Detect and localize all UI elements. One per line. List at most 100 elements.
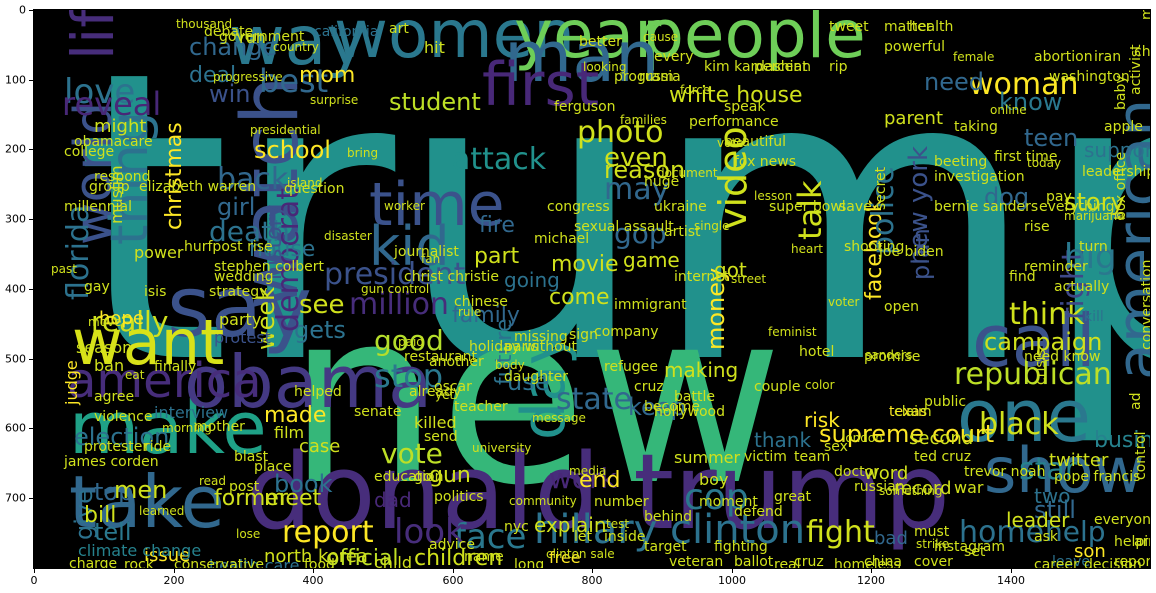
word-cloud-word: ask bbox=[1034, 529, 1058, 545]
word-cloud-word: state bbox=[556, 382, 632, 417]
word-cloud-word: mom bbox=[299, 63, 356, 88]
word-cloud-word: ballot bbox=[734, 554, 774, 568]
word-cloud-word: tweet bbox=[829, 19, 869, 35]
word-cloud-word: russian bbox=[854, 479, 905, 495]
word-cloud-word: sex bbox=[824, 439, 848, 455]
word-cloud-word: dog bbox=[984, 183, 1030, 211]
word-cloud-word: reminder bbox=[1024, 259, 1088, 275]
word-cloud-word: james corden bbox=[64, 454, 159, 470]
word-cloud-word: blast bbox=[234, 449, 269, 465]
word-cloud-word: going bbox=[504, 268, 560, 292]
word-cloud-word: elizabeth warren bbox=[139, 179, 257, 195]
word-cloud-word: cop bbox=[684, 477, 749, 518]
word-cloud-word: part bbox=[474, 244, 520, 269]
x-tick-mark bbox=[732, 569, 733, 573]
word-cloud-word: way bbox=[229, 10, 367, 81]
word-cloud-word: internet bbox=[674, 269, 730, 285]
word-cloud-word: politics bbox=[434, 489, 484, 505]
word-cloud-word: nyc bbox=[504, 519, 529, 535]
word-cloud-word: everything bbox=[1039, 199, 1115, 215]
word-cloud-word: iran bbox=[1094, 49, 1122, 65]
word-cloud-word: attack bbox=[452, 142, 547, 177]
word-cloud-word: keep bbox=[628, 393, 686, 421]
word-cloud-word: kid bbox=[369, 215, 450, 278]
word-cloud-word: gets bbox=[294, 316, 346, 344]
word-cloud-word: ride bbox=[144, 439, 172, 455]
x-tick-label: 1000 bbox=[718, 574, 746, 587]
word-cloud-word: inside bbox=[604, 529, 646, 545]
word-cloud-word: cruz bbox=[634, 379, 664, 395]
word-cloud-word: season bbox=[76, 338, 133, 357]
word-cloud-word: president bbox=[324, 257, 466, 292]
word-cloud-word: gun bbox=[429, 463, 471, 488]
word-cloud-word: star bbox=[1019, 452, 1078, 487]
word-cloud-word: rise bbox=[1024, 219, 1050, 235]
x-tick-label: 0 bbox=[30, 574, 38, 587]
word-cloud-word: go bbox=[414, 469, 432, 485]
word-cloud-word: everyone bbox=[1094, 512, 1150, 528]
word-cloud-word: second bbox=[909, 428, 974, 449]
word-cloud-word: finally bbox=[154, 359, 197, 375]
word-cloud-word: good bbox=[374, 324, 444, 357]
word-cloud-word: surprise bbox=[310, 93, 359, 107]
word-cloud-word: chicago bbox=[1134, 44, 1150, 60]
word-cloud-word: protest bbox=[214, 328, 271, 347]
word-cloud-word: ukraine bbox=[654, 199, 707, 215]
word-cloud-word: make bbox=[69, 386, 267, 470]
word-cloud-word: washington bbox=[1049, 69, 1130, 85]
word-cloud-word: strike bbox=[916, 537, 950, 551]
word-cloud-word: message bbox=[532, 411, 586, 425]
word-cloud-word: conservative bbox=[174, 557, 264, 568]
word-cloud-word: women bbox=[334, 10, 576, 73]
word-cloud-word: female bbox=[953, 50, 995, 64]
word-cloud-word: free bbox=[549, 548, 581, 567]
word-cloud-word: heart bbox=[791, 242, 823, 256]
word-cloud-word: even bbox=[604, 143, 668, 173]
word-cloud-word: group bbox=[89, 179, 130, 195]
word-cloud-word: presidential bbox=[250, 123, 321, 137]
word-cloud-word: must bbox=[914, 524, 950, 540]
word-cloud-word: china bbox=[864, 554, 902, 568]
word-cloud-word: time bbox=[369, 170, 505, 240]
x-tick-label: 1200 bbox=[857, 574, 885, 587]
word-cloud-word: report bbox=[282, 515, 374, 550]
word-cloud-word: work bbox=[549, 462, 617, 495]
word-cloud-word: new bbox=[287, 258, 784, 538]
word-cloud-word: great bbox=[774, 489, 812, 505]
word-cloud-word: defend bbox=[734, 504, 783, 520]
y-tick-label: 400 bbox=[5, 282, 26, 296]
word-cloud-word: back bbox=[217, 162, 289, 197]
word-cloud-word: couple bbox=[754, 379, 801, 395]
word-cloud-word: end bbox=[579, 468, 621, 493]
x-tick-label: 400 bbox=[302, 574, 324, 587]
word-cloud-word: business bbox=[1094, 428, 1150, 453]
word-cloud-word: michael bbox=[534, 231, 590, 247]
word-cloud-word: use bbox=[507, 368, 550, 396]
word-cloud-word: stephen colbert bbox=[214, 259, 324, 275]
word-cloud-word: oscar bbox=[434, 379, 472, 395]
word-cloud-word: document bbox=[657, 166, 718, 180]
x-tick-mark bbox=[313, 569, 314, 573]
y-tick-mark bbox=[29, 289, 33, 290]
word-cloud-word: actually bbox=[1054, 279, 1110, 295]
word-cloud-word: top bbox=[94, 478, 134, 506]
word-cloud-word: want bbox=[72, 306, 225, 379]
word-cloud-word: boy bbox=[699, 470, 729, 489]
word-cloud-word: single bbox=[694, 219, 730, 233]
word-cloud-word: trevor noah bbox=[964, 464, 1046, 480]
word-cloud-word: speak bbox=[724, 99, 766, 115]
word-cloud-image: trumpnewdonald trumpwomenpeoplesaywantma… bbox=[34, 10, 1150, 568]
word-cloud-word: public bbox=[924, 394, 967, 410]
word-cloud-word: university bbox=[472, 441, 532, 455]
word-cloud-word: america bbox=[67, 353, 262, 409]
word-cloud-word: leader bbox=[1006, 508, 1070, 532]
x-tick-mark bbox=[174, 569, 175, 573]
word-cloud-word: secret bbox=[873, 166, 889, 210]
word-cloud-word: street bbox=[731, 272, 767, 286]
word-cloud-word: love bbox=[64, 72, 136, 112]
word-cloud-word: paid bbox=[398, 335, 424, 349]
word-cloud-word: judge bbox=[62, 360, 81, 405]
y-tick-label: 200 bbox=[5, 142, 26, 156]
word-cloud-word: send bbox=[424, 429, 458, 445]
word-cloud-word: reportedly bbox=[1114, 554, 1150, 568]
